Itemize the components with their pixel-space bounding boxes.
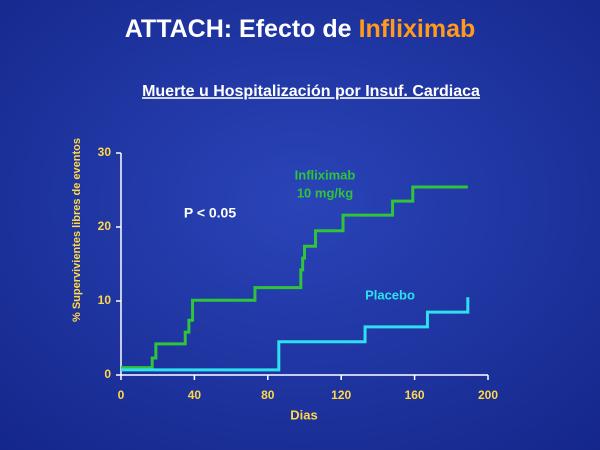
x-tick-label: 200 bbox=[478, 388, 498, 402]
y-tick-label: 0 bbox=[104, 367, 111, 381]
x-tick-label: 40 bbox=[188, 388, 202, 402]
annotation: P < 0.05 bbox=[184, 205, 237, 221]
y-axis-label: % Supervivientes libres de eventos bbox=[71, 138, 83, 322]
x-axis-label: Dias bbox=[290, 407, 317, 422]
title-highlight: Infliximab bbox=[359, 15, 476, 43]
chart-subtitle: Muerte u Hospitalización por Insuf. Card… bbox=[142, 83, 480, 100]
x-tick-label: 120 bbox=[331, 388, 351, 402]
series-label: Placebo bbox=[365, 287, 415, 302]
x-tick-label: 160 bbox=[405, 388, 425, 402]
x-tick-label: 0 bbox=[118, 388, 125, 402]
title-text: ATTACH: Efecto de bbox=[125, 15, 352, 43]
series-label: Infliximab bbox=[295, 167, 356, 182]
series-line bbox=[121, 297, 470, 372]
y-tick-label: 20 bbox=[98, 219, 112, 233]
x-tick-label: 80 bbox=[261, 388, 275, 402]
series-sublabel: 10 mg/kg bbox=[297, 185, 353, 200]
slide-title: ATTACH: Efecto de Infliximab bbox=[125, 15, 476, 43]
series-line bbox=[121, 185, 468, 370]
y-tick-label: 10 bbox=[98, 293, 112, 307]
y-tick-label: 30 bbox=[98, 145, 112, 159]
